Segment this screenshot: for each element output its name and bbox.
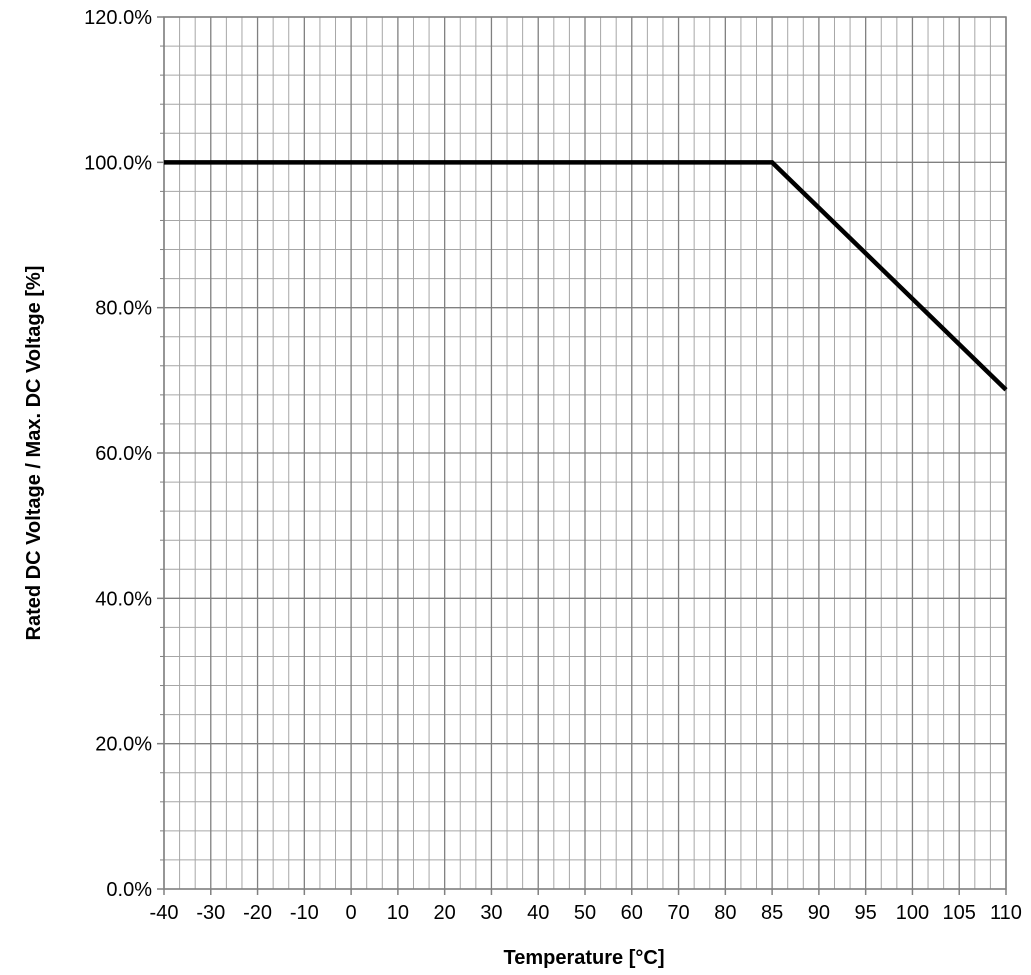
x-tick-label: 105	[943, 902, 976, 924]
y-tick-labels: 0.0% 20.0% 40.0% 60.0% 80.0% 100.0% 120.0%	[84, 7, 152, 901]
y-tick-label: 120.0%	[84, 7, 152, 29]
x-tick-label: -20	[243, 902, 272, 924]
y-tick-label: 40.0%	[95, 588, 152, 610]
x-tick-label: 0	[346, 902, 357, 924]
y-tick-label: 80.0%	[95, 298, 152, 320]
x-tick-label: 60	[621, 902, 643, 924]
x-tick-label: 100	[896, 902, 929, 924]
y-axis-title: Rated DC Voltage / Max. DC Voltage [%]	[23, 266, 45, 641]
series-layer	[164, 160, 1008, 392]
x-tick-label: -40	[150, 902, 179, 924]
y-tick-label: 100.0%	[84, 152, 152, 174]
y-tick-label: 20.0%	[95, 734, 152, 756]
x-tick-labels: -40 -30 -20 -10 0 10 20 30 40 50 60 70 80 85 90 95 100 10…	[150, 902, 1022, 924]
x-tick-label: 10	[387, 902, 409, 924]
x-tick-label: 20	[434, 902, 456, 924]
x-tick-label: -30	[196, 902, 225, 924]
x-tick-label: 95	[855, 902, 877, 924]
x-axis-title: Temperature [°C]	[504, 947, 665, 969]
grid-lines	[163, 16, 1007, 890]
x-tick-label: 80	[714, 902, 736, 924]
x-tick-label: 30	[480, 902, 502, 924]
plot-frame	[157, 16, 1007, 895]
x-tick-label: -10	[290, 902, 319, 924]
x-tick-label: 85	[761, 902, 783, 924]
x-tick-label: 70	[667, 902, 689, 924]
x-tick-label: 40	[527, 902, 549, 924]
x-tick-label: 90	[808, 902, 830, 924]
y-tick-label: 0.0%	[106, 879, 152, 901]
derating-line	[164, 160, 1008, 392]
x-tick-label: 50	[574, 902, 596, 924]
y-tick-label: 60.0%	[95, 443, 152, 465]
x-tick-label: 110	[990, 902, 1022, 924]
